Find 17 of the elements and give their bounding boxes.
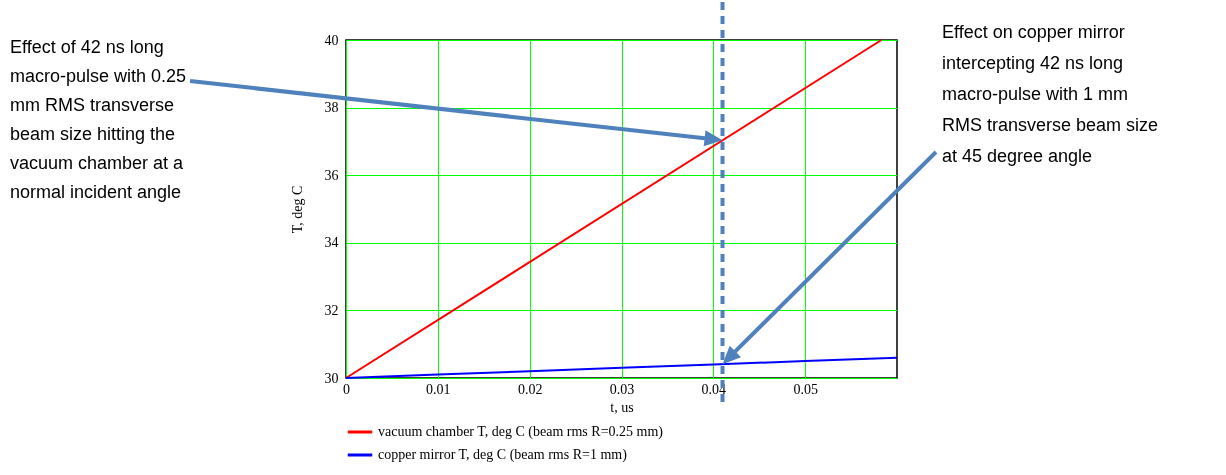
y-tick-label: 38 [324,100,339,116]
y-tick-label: 36 [324,167,339,183]
x-tick-label: 0 [343,381,350,397]
x-tick-label: 0.05 [793,381,818,397]
y-tick-label: 40 [324,32,339,48]
text: Effect of 42 ns long macro-pulse with 0.25 mm RMS transverse beam size hitting the vacuum chamber at a normal incident angle [10,36,188,204]
text: Effect on copper mirror intercepting 42 ns long macro-pulse with 1 mm RMS transverse beam size at 45 degree angle [942,21,1160,168]
y-tick-label: 30 [324,370,339,386]
y-axis-title: T, deg C [289,185,305,234]
x-axis-title: t, us [610,399,634,415]
y-tick-label: 32 [324,302,339,318]
x-tick-label: 0.01 [426,381,451,397]
legend-label: copper mirror T, deg C (beam rms R=1 mm) [378,447,628,463]
x-tick-label: 0.02 [517,381,543,397]
legend-label: vacuum chamber T, deg C (beam rms R=0.25 mm) [378,424,664,440]
x-tick-label: 0.03 [609,381,635,397]
y-tick-label: 34 [324,235,339,251]
